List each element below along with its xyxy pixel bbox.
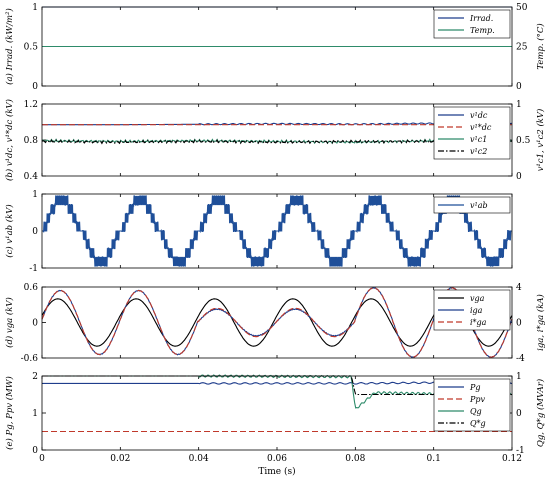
y-right-tick-label: 4 bbox=[516, 283, 522, 293]
legend-label: Temp. bbox=[470, 26, 495, 35]
y-tick-label: 1 bbox=[32, 409, 38, 419]
y-tick-label: 1.2 bbox=[24, 100, 38, 110]
legend-label: v¹c2 bbox=[470, 147, 487, 156]
x-tick-label: 0.04 bbox=[189, 454, 209, 464]
y-right-tick-label: 0 bbox=[516, 409, 522, 419]
y-tick-label: -1 bbox=[29, 264, 38, 274]
y-right-axis-label: iga, i*ga (kA) bbox=[535, 294, 546, 351]
y-axis-label: (b) v¹dc, v¹*dc (kV) bbox=[4, 99, 15, 181]
legend-label: vga bbox=[470, 294, 485, 303]
y-right-tick-label: 25 bbox=[516, 43, 528, 53]
plot-frame bbox=[41, 375, 513, 451]
y-tick-label: 0 bbox=[32, 319, 38, 329]
y-tick-label: 2 bbox=[32, 372, 38, 382]
plot-frame bbox=[41, 286, 513, 359]
x-tick-label: 0 bbox=[39, 454, 45, 464]
y-axis-label: (a) Irrad. (kW/m²) bbox=[4, 8, 15, 85]
y-tick-label: 0.6 bbox=[24, 283, 39, 293]
y-axis-label: (e) Pg, Ppv (MW) bbox=[4, 376, 15, 450]
legend-box bbox=[433, 9, 511, 39]
y-tick-label: 0 bbox=[32, 446, 38, 456]
legend-label: i*ga bbox=[470, 318, 487, 327]
legend-label: v¹*dc bbox=[470, 123, 492, 132]
series-line-b-3 bbox=[41, 138, 513, 145]
legend-label: v¹c1 bbox=[470, 135, 487, 144]
y-tick-label: 0.5 bbox=[24, 43, 39, 53]
y-right-tick-label: 0.5 bbox=[516, 136, 531, 146]
y-right-tick-label: -1 bbox=[516, 446, 525, 456]
plot-frame bbox=[41, 103, 513, 177]
y-right-axis-label: Qg, Q*g (MVAr) bbox=[535, 379, 546, 447]
y-tick-label: 0.4 bbox=[24, 172, 39, 182]
legend-label: v¹ab bbox=[470, 201, 488, 210]
x-tick-label: 0.06 bbox=[267, 454, 287, 464]
y-tick-label: 1 bbox=[32, 3, 38, 13]
legend-label: Qg bbox=[470, 407, 482, 416]
y-right-tick-label: 0 bbox=[516, 172, 522, 182]
y-tick-label: 0.8 bbox=[24, 136, 39, 146]
y-tick-label: 0 bbox=[32, 227, 38, 237]
x-tick-label: 0.02 bbox=[110, 454, 130, 464]
legend-label: Ppv bbox=[469, 395, 486, 404]
y-axis-label: (d) vga (kV) bbox=[4, 297, 15, 348]
y-right-axis-label: v¹c1, v¹c2 (kV) bbox=[535, 109, 546, 172]
y-right-tick-label: 1 bbox=[516, 100, 522, 110]
legend-box bbox=[433, 378, 511, 432]
legend-label: Irrad. bbox=[469, 14, 493, 23]
legend-label: iga bbox=[470, 306, 483, 315]
plot-frame bbox=[41, 193, 513, 269]
legend-label: v¹dc bbox=[470, 111, 488, 120]
x-axis-label: Time (s) bbox=[258, 466, 295, 477]
series-line-d-2 bbox=[41, 287, 513, 358]
x-tick-label: 0.12 bbox=[502, 454, 522, 464]
x-tick-label: 0.08 bbox=[345, 454, 365, 464]
y-tick-label: 0 bbox=[32, 82, 38, 92]
legend-box bbox=[433, 106, 511, 160]
series-line-c-0 bbox=[42, 195, 512, 267]
y-right-tick-label: 0 bbox=[516, 82, 522, 92]
y-right-tick-label: 0 bbox=[516, 319, 522, 329]
y-tick-label: -0.6 bbox=[21, 354, 39, 364]
series-line-e-0 bbox=[42, 381, 513, 385]
y-right-tick-label: 1 bbox=[516, 372, 522, 382]
legend-label: Q*g bbox=[470, 419, 486, 428]
y-right-axis-label: Temp. (°C) bbox=[535, 23, 546, 69]
y-right-tick-label: -4 bbox=[516, 354, 525, 364]
plot-frame bbox=[41, 6, 513, 87]
legend-label: Pg bbox=[469, 383, 481, 392]
y-tick-label: 1 bbox=[32, 190, 38, 200]
y-axis-label: (c) v¹ab (kV) bbox=[4, 204, 15, 257]
legend-box bbox=[433, 196, 511, 214]
x-tick-label: 0.1 bbox=[427, 454, 441, 464]
y-right-tick-label: 50 bbox=[516, 3, 528, 13]
